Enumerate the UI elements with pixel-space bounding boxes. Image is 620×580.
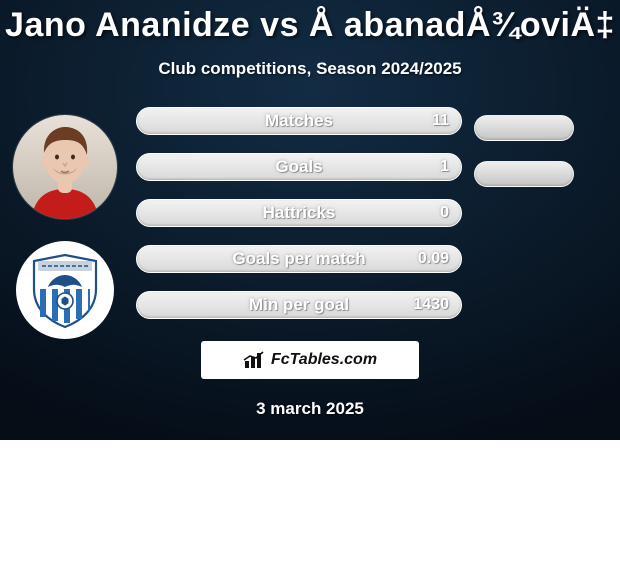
updated-date: 3 march 2025 (256, 399, 364, 419)
page-title: Jano Ananidze vs Å abanadÅ¾oviÄ‡ (5, 6, 615, 45)
page-subtitle: Club competitions, Season 2024/2025 (158, 59, 461, 79)
stat-label: Goals per match (232, 249, 365, 269)
body-row: Matches 11 Goals 1 Hattricks 0 Goals per… (0, 107, 620, 339)
stat-label: Goals (275, 157, 322, 177)
stat-bar: Matches 11 (136, 107, 462, 135)
below-card-whitespace (0, 440, 620, 580)
stat-label: Matches (265, 111, 333, 131)
right-column (474, 107, 594, 207)
comparison-pill (474, 115, 574, 141)
stat-label: Hattricks (263, 203, 336, 223)
player-comparison-card: Jano Ananidze vs Å abanadÅ¾oviÄ‡ Club co… (0, 0, 620, 440)
player-avatar (13, 115, 117, 219)
brand-badge: FcTables.com (201, 341, 419, 379)
stats-bars: Matches 11 Goals 1 Hattricks 0 Goals per… (130, 107, 474, 337)
stat-bar: Goals 1 (136, 153, 462, 181)
stat-value: 1430 (413, 296, 449, 314)
stat-bar: Min per goal 1430 (136, 291, 462, 319)
brand-chart-icon (243, 350, 265, 370)
stat-value: 0 (440, 204, 449, 222)
stat-bar: Goals per match 0.09 (136, 245, 462, 273)
stat-bar: Hattricks 0 (136, 199, 462, 227)
left-column (0, 107, 130, 339)
stat-label: Min per goal (249, 295, 349, 315)
stat-value: 0.09 (418, 250, 449, 268)
club-badge (16, 241, 114, 339)
card-content: Jano Ananidze vs Å abanadÅ¾oviÄ‡ Club co… (0, 0, 620, 440)
stat-value: 11 (432, 112, 449, 130)
brand-text: FcTables.com (271, 351, 377, 369)
comparison-pill (474, 161, 574, 187)
stat-value: 1 (440, 158, 449, 176)
